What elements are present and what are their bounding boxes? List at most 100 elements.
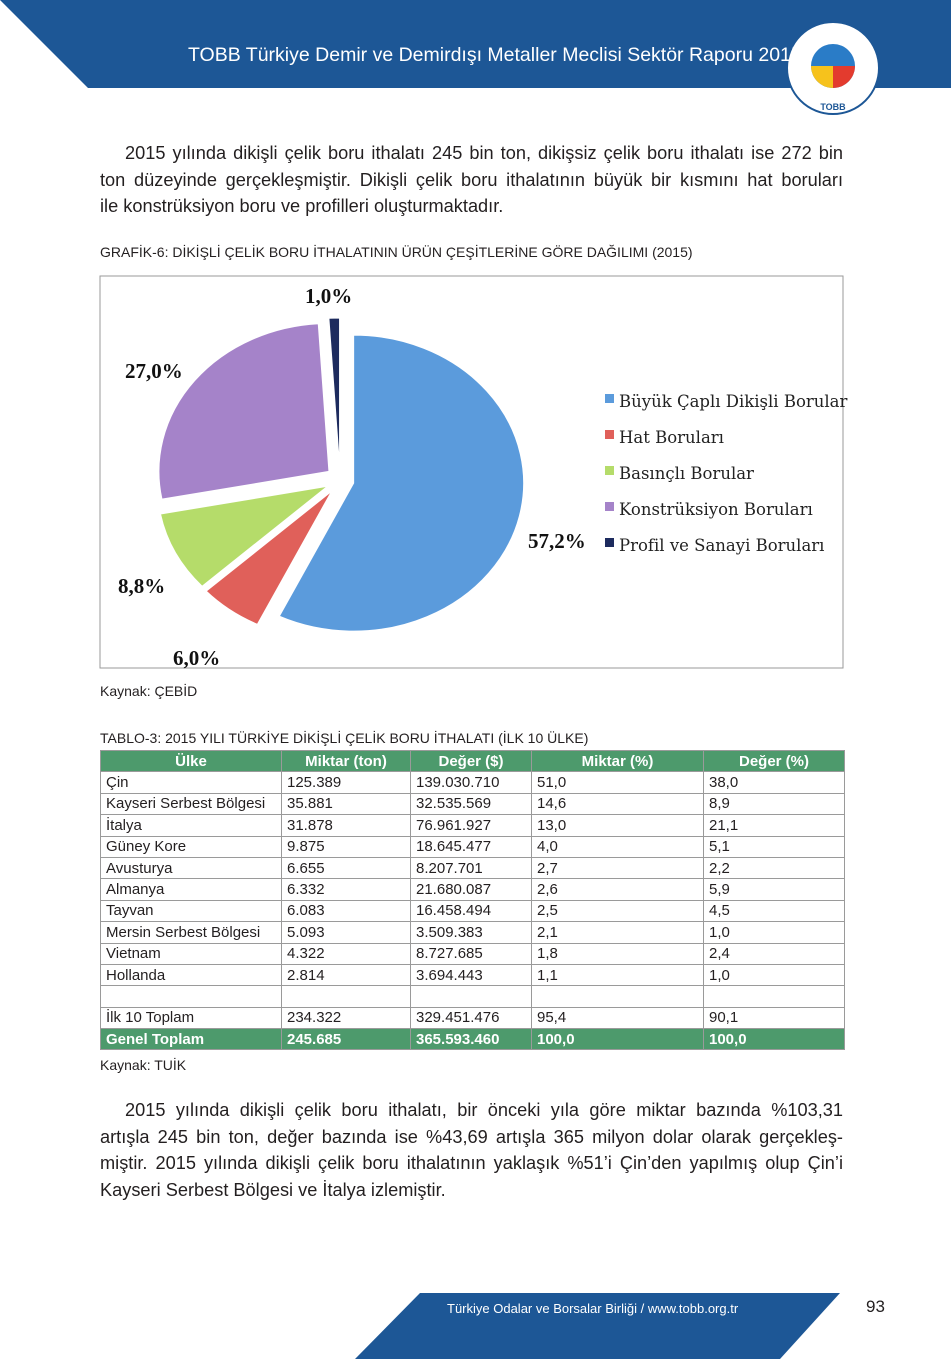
table-cell: 16.458.494: [410, 899, 532, 923]
table-cell: 2,6: [531, 878, 704, 901]
text-line: 2015 yılında dikişli çelik boru ithalatı…: [125, 143, 843, 163]
source: Kaynak: TUİK: [100, 1057, 187, 1073]
data-label: 8,8%: [118, 574, 165, 598]
table-row: Hollanda 2.814 3.694.443 1,1 1,0: [100, 963, 845, 987]
chart-frame: [99, 275, 844, 669]
table-cell: 8,9: [703, 792, 845, 816]
table-cell: İtalya: [100, 814, 282, 837]
table-cell: Vietnam: [100, 942, 282, 965]
paragraph: 2015 yılında dikişli çelik boru ithalatı…: [100, 140, 843, 220]
table-cell: 329.451.476: [410, 1006, 532, 1030]
table-cell: Avusturya: [100, 856, 282, 880]
table-cell: Mersin Serbest Bölgesi: [100, 921, 282, 944]
table-cell: 139.030.710: [410, 771, 532, 794]
table-cell: Hollanda: [100, 963, 282, 987]
table-cell: 38,0: [703, 771, 845, 794]
legend-swatch: [605, 466, 614, 475]
table-cell: 234.322: [281, 1006, 411, 1030]
table-body: Ülke Miktar (ton) Değer ($) Miktar (%) Değer…: [100, 749, 845, 1051]
table-cell: 9.875: [281, 835, 411, 858]
pie-slice: [278, 334, 525, 632]
text-line: 2015 yılında dikişli çelik boru ithalatı…: [125, 1100, 843, 1120]
table-cell: İlk 10 Toplam: [100, 1006, 282, 1030]
table-cell: [281, 985, 411, 1008]
table-row: Mersin Serbest Bölgesi 5.093 3.509.383 2,1 1…: [100, 921, 845, 944]
header-title: TOBB Türkiye Demir ve Demirdışı Metaller…: [188, 44, 802, 66]
page-number: 93: [866, 1297, 885, 1316]
data-label: 27,0%: [125, 359, 183, 383]
table-cell: 18.645.477: [410, 835, 532, 858]
table-cell: 100,0: [531, 1028, 704, 1051]
logo-text: TOBB: [820, 102, 846, 112]
legend-label: Hat Boruları: [619, 428, 724, 447]
table-cell: 6.332: [281, 878, 411, 901]
table-cell: 90,1: [703, 1006, 845, 1030]
table-cell: 6.083: [281, 899, 411, 923]
table-cell: Miktar (%): [531, 749, 704, 773]
table-cell: Miktar (ton): [281, 749, 411, 773]
table-cell: 365.593.460: [410, 1028, 532, 1051]
table-row: İlk 10 Toplam 234.322 329.451.476 95,4 90,1: [100, 1006, 845, 1030]
table-cell: [410, 985, 532, 1008]
legend-label: Profil ve Sanayi Boruları: [619, 536, 824, 555]
table-cell: 100,0: [703, 1028, 845, 1051]
table-cell: 51,0: [531, 771, 704, 794]
table-cell: 32.535.569: [410, 792, 532, 816]
table-cell: Almanya: [100, 878, 282, 901]
legend-label: Büyük Çaplı Dikişli Borular: [619, 392, 848, 411]
table-cell: Değer (%): [703, 749, 845, 773]
table-cell: 4.322: [281, 942, 411, 965]
legend-label: Konstrüksiyon Boruları: [619, 500, 813, 519]
table-cell: [100, 985, 282, 1008]
table-cell: 5.093: [281, 921, 411, 944]
table-row: Genel Toplam 245.685 365.593.460 100,0 100,0: [100, 1028, 845, 1051]
table-cell: 8.207.701: [410, 856, 532, 880]
text-line: ton düzeyinde gerçekleşmiştir. Dikişli ç…: [100, 169, 843, 190]
legend-swatch: [605, 430, 614, 439]
table-row: İtalya 31.878 76.961.927 13,0 21,1: [100, 814, 845, 837]
table-cell: 2.814: [281, 963, 411, 987]
table-cell: 2,2: [703, 856, 845, 880]
footer-bar: [355, 1293, 840, 1359]
table-cell: 21.680.087: [410, 878, 532, 901]
table-cell: 5,1: [703, 835, 845, 858]
table-cell: 1,0: [703, 921, 845, 944]
table-cell: [703, 985, 845, 1008]
text-line: artışla 245 bin ton, değer bazında ise %…: [100, 1126, 843, 1147]
legend-swatch: [605, 394, 614, 403]
table-cell: 2,4: [703, 942, 845, 965]
table-row: Kayseri Serbest Bölgesi 35.881 32.535.569 1…: [100, 792, 845, 816]
table-cell: 95,4: [531, 1006, 704, 1030]
table-cell: 14,6: [531, 792, 704, 816]
table-cell: 31.878: [281, 814, 411, 837]
table-row: Avusturya 6.655 8.207.701 2,7 2,2: [100, 856, 845, 880]
paragraph: 2015 yılında dikişli çelik boru ithalatı…: [100, 1097, 843, 1203]
pie-slice: [328, 317, 341, 467]
table-cell: 4,0: [531, 835, 704, 858]
table-cell: 125.389: [281, 771, 411, 794]
pie: [158, 317, 525, 632]
table-caption: TABLO-3: 2015 YILI TÜRKİYE DİKİŞLİ ÇELİK…: [100, 730, 589, 746]
data-label: 57,2%: [528, 529, 586, 553]
table-cell: 4,5: [703, 899, 845, 923]
legend-swatch: [605, 538, 614, 547]
table-cell: 21,1: [703, 814, 845, 837]
table-cell: [531, 985, 704, 1008]
table-cell: Tayvan: [100, 899, 282, 923]
logo-part: [811, 66, 833, 88]
table-row: Çin 125.389 139.030.710 51,0 38,0: [100, 771, 845, 794]
table-cell: 8.727.685: [410, 942, 532, 965]
table-cell: Güney Kore: [100, 835, 282, 858]
data-label: 1,0%: [305, 284, 352, 308]
table-cell: Çin: [100, 771, 282, 794]
table-cell: 35.881: [281, 792, 411, 816]
table-cell: Kayseri Serbest Bölgesi: [100, 792, 282, 816]
data-table: Ülke Miktar (ton) Değer ($) Miktar (%) Değer…: [100, 749, 845, 1051]
pie-slice: [159, 485, 330, 587]
table-cell: 6.655: [281, 856, 411, 880]
table-cell: 13,0: [531, 814, 704, 837]
table-cell: 245.685: [281, 1028, 411, 1051]
header-bar: [0, 0, 951, 88]
